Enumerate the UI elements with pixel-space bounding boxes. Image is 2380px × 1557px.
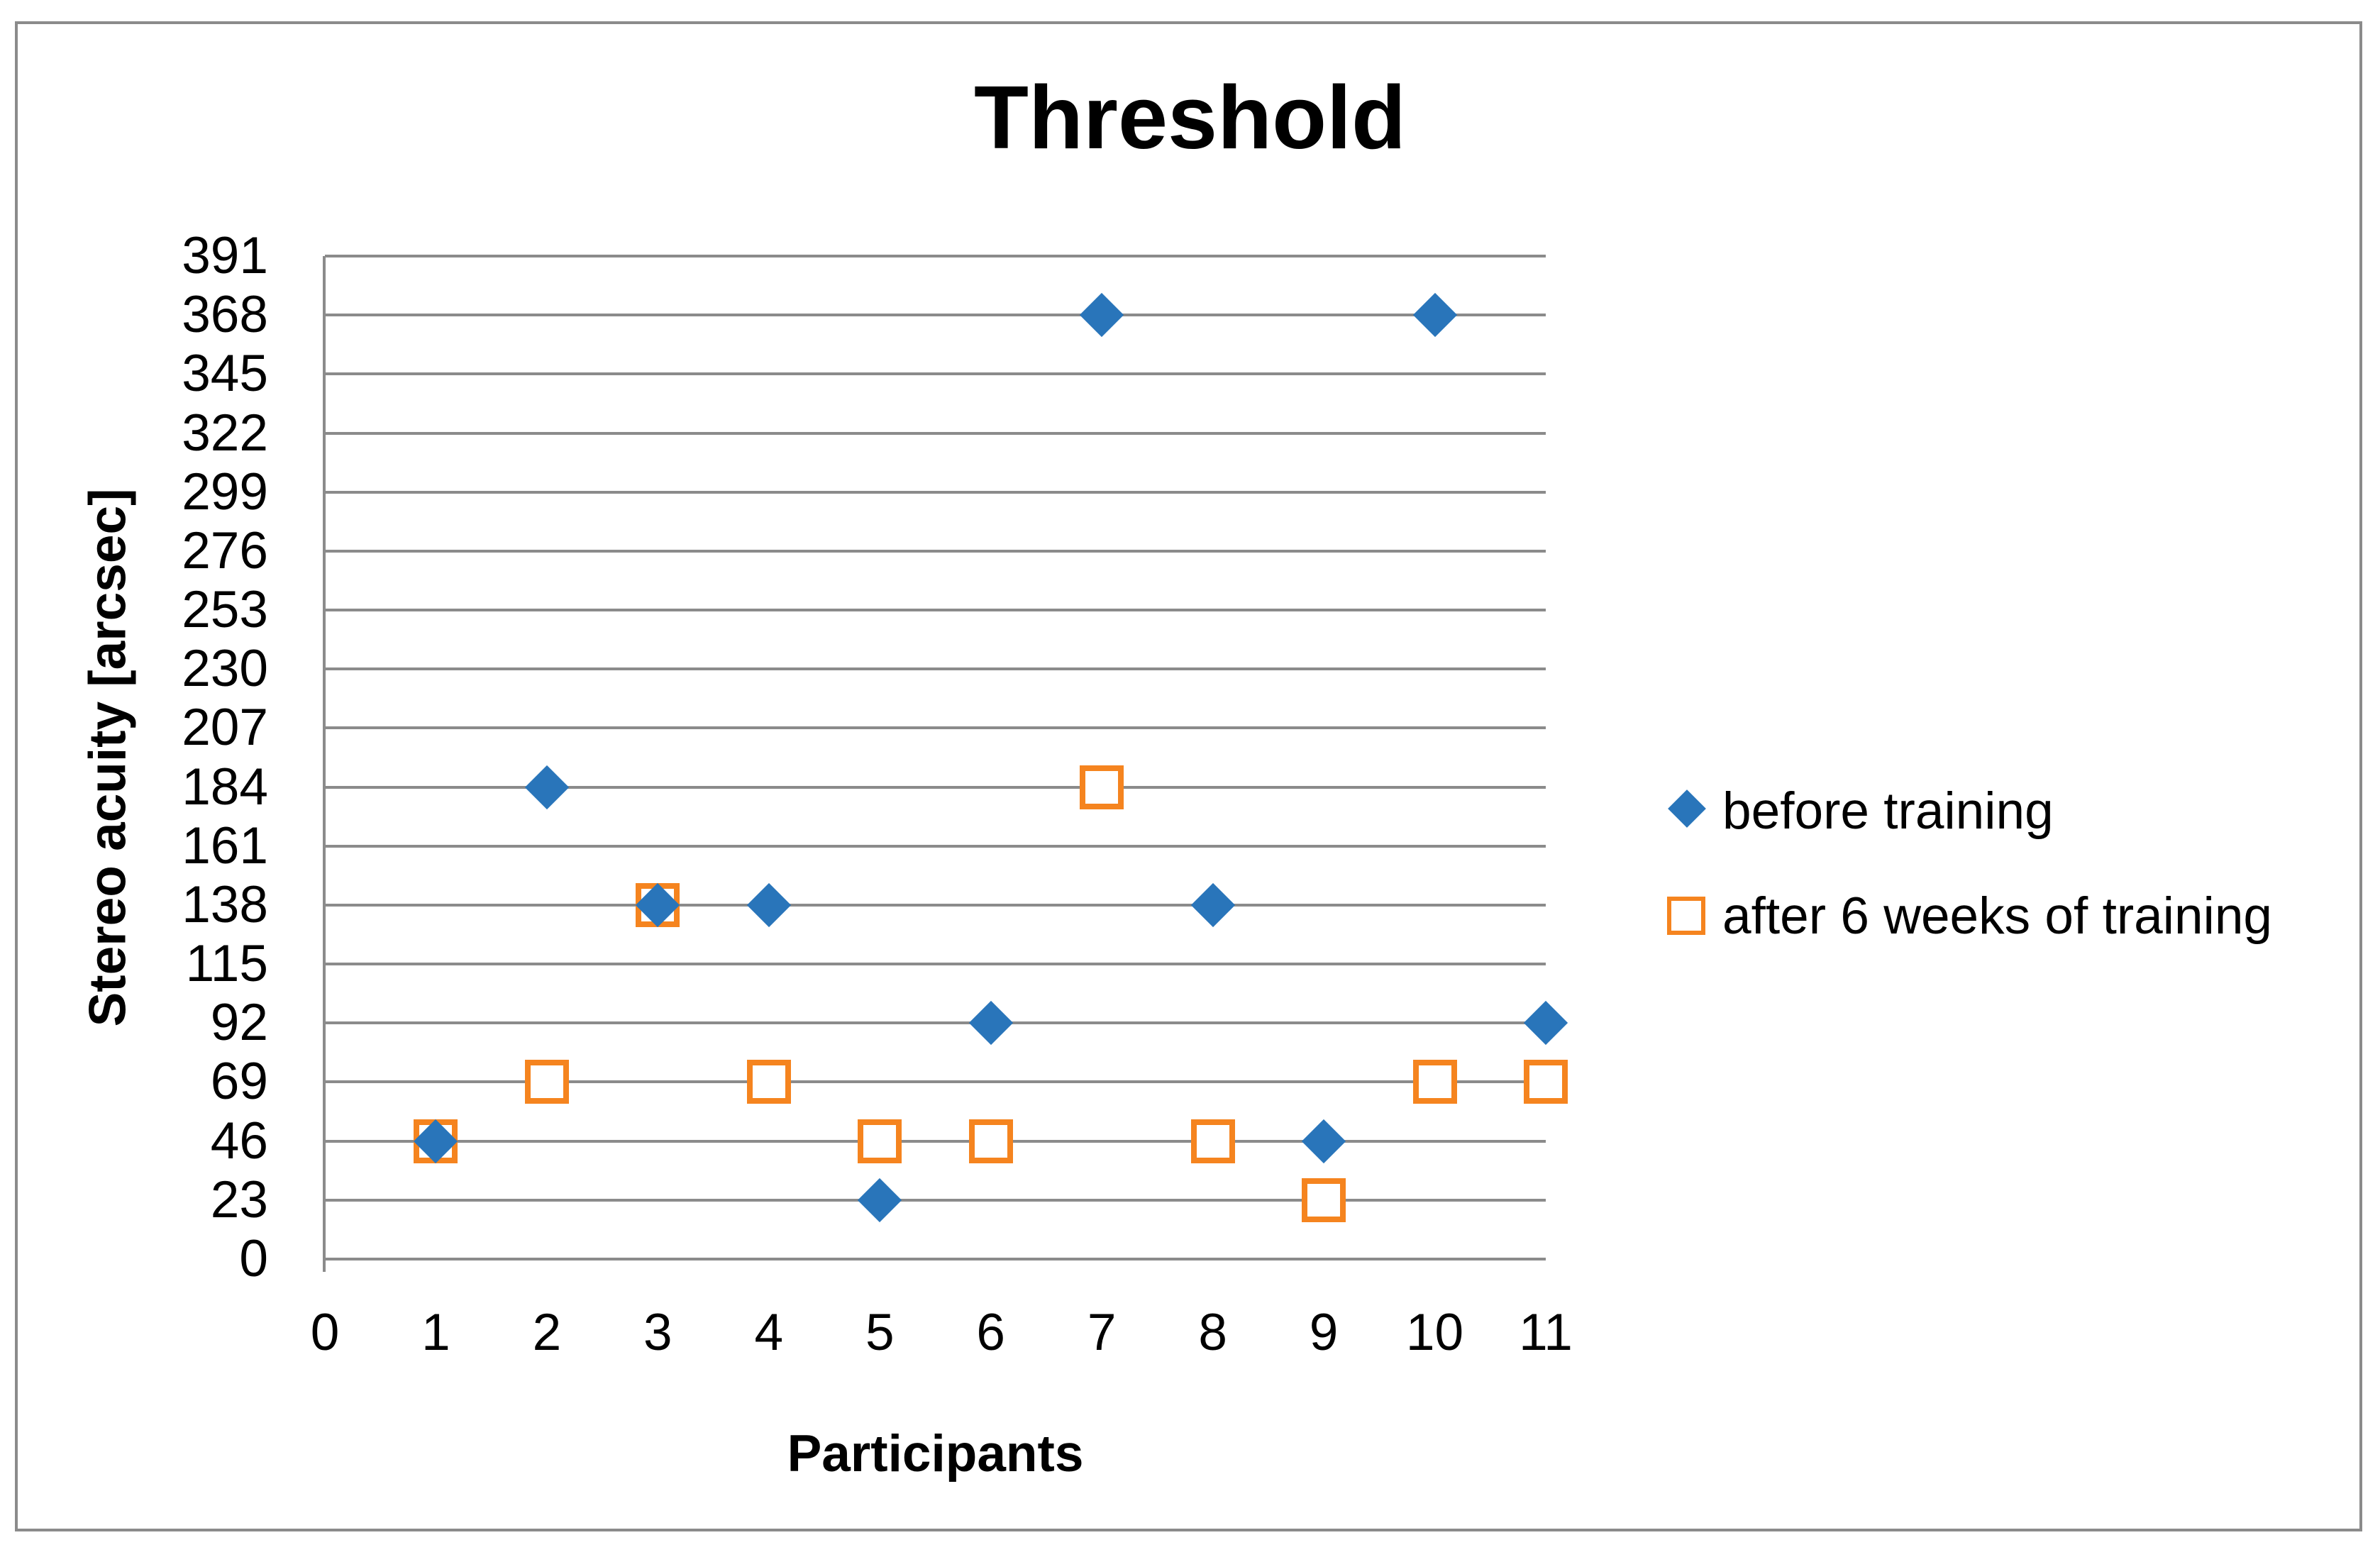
y-axis-tick-label: 184	[182, 758, 268, 816]
y-axis-line	[323, 256, 326, 1272]
x-axis-tick-label: 0	[310, 1304, 340, 1361]
x-axis-tick-label: 10	[1405, 1304, 1464, 1361]
square-marker-after-6-weeks-of-training	[968, 1119, 1013, 1163]
y-axis-tick-label: 230	[182, 640, 268, 698]
x-axis-tick-label: 8	[1198, 1304, 1227, 1361]
square-marker-after-6-weeks-of-training	[1190, 1119, 1235, 1163]
gridline	[325, 903, 1546, 907]
plot-area	[323, 255, 1546, 1272]
x-axis-tick-label: 3	[643, 1304, 673, 1361]
chart-title: Threshold	[973, 67, 1407, 167]
x-axis-tick-label: 11	[1519, 1304, 1573, 1361]
legend-item-label: after 6 weeks of training	[1722, 887, 2273, 945]
square-marker-after-6-weeks-of-training	[1080, 765, 1124, 809]
gridline	[325, 609, 1546, 612]
gridline	[325, 1258, 1546, 1260]
square-marker-after-6-weeks-of-training	[858, 1119, 902, 1163]
x-axis-title: Participants	[787, 1425, 1084, 1483]
gridline	[325, 726, 1546, 730]
x-axis-tick-label: 2	[532, 1304, 562, 1361]
y-axis-tick-label: 69	[210, 1053, 268, 1111]
square-marker-after-6-weeks-of-training	[1412, 1060, 1457, 1104]
y-axis-tick-label: 253	[182, 581, 268, 639]
gridline	[325, 372, 1546, 376]
square-marker-after-6-weeks-of-training	[1302, 1178, 1346, 1222]
x-axis-tick-label: 1	[421, 1304, 450, 1361]
x-axis-tick-label: 4	[754, 1304, 784, 1361]
y-axis-tick-label: 23	[210, 1170, 268, 1229]
gridline	[325, 667, 1546, 671]
square-marker-after-6-weeks-of-training	[1524, 1060, 1568, 1104]
x-axis-tick-label: 9	[1309, 1304, 1339, 1361]
gridline	[325, 431, 1546, 435]
y-axis-tick-label: 345	[182, 345, 268, 403]
y-axis-tick-label: 0	[239, 1230, 268, 1287]
gridline	[325, 844, 1546, 848]
y-axis-tick-label: 299	[182, 462, 268, 521]
square-marker-after-6-weeks-of-training	[746, 1060, 791, 1104]
y-axis-tick-label: 368	[182, 286, 268, 344]
x-axis-tick-label: 7	[1087, 1304, 1117, 1361]
y-axis-tick-label: 161	[182, 816, 268, 875]
y-axis-tick-label: 322	[182, 404, 268, 462]
gridline	[325, 963, 1546, 966]
chart-border	[15, 21, 2362, 1531]
legend-after-training-square-icon	[1667, 897, 1705, 935]
gridline	[325, 1198, 1546, 1202]
gridline	[325, 1080, 1546, 1084]
y-axis-tick-label: 138	[182, 875, 268, 933]
gridline	[325, 314, 1546, 317]
gridline	[325, 1021, 1546, 1025]
gridline	[325, 549, 1546, 553]
gridline	[325, 255, 1546, 257]
square-marker-after-6-weeks-of-training	[524, 1060, 569, 1104]
y-axis-tick-label: 276	[182, 521, 268, 580]
gridline	[325, 785, 1546, 789]
x-axis-tick-label: 6	[976, 1304, 1006, 1361]
legend-item-label: before training	[1722, 782, 2054, 840]
x-axis-tick-label: 5	[865, 1304, 895, 1361]
y-axis-tick-label: 46	[210, 1112, 268, 1170]
gridline	[325, 1139, 1546, 1143]
y-axis-tick-label: 391	[182, 227, 268, 284]
y-axis-tick-label: 92	[210, 994, 268, 1052]
gridline	[325, 490, 1546, 494]
y-axis-tick-label: 207	[182, 699, 268, 757]
y-axis-tick-label: 115	[185, 935, 268, 993]
